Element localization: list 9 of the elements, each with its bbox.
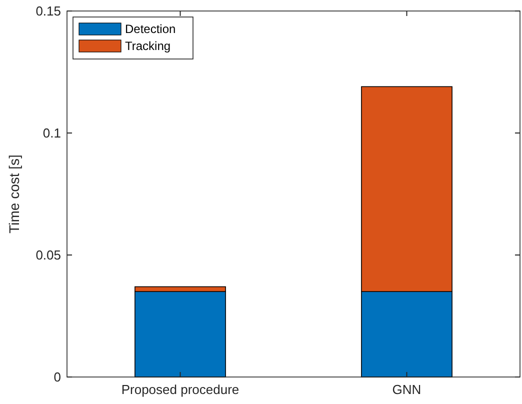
y-tick-label: 0.1 <box>42 126 61 141</box>
y-axis-title: Time cost [s] <box>6 154 22 234</box>
y-tick-label: 0 <box>54 370 61 385</box>
x-tick-label: Proposed procedure <box>121 382 240 397</box>
y-tick-label: 0.05 <box>36 248 61 263</box>
y-tick-label: 0.15 <box>36 4 61 19</box>
legend-label: Tracking <box>125 39 171 54</box>
legend-label: Detection <box>125 22 176 36</box>
x-tick-label: GNN <box>392 382 422 397</box>
